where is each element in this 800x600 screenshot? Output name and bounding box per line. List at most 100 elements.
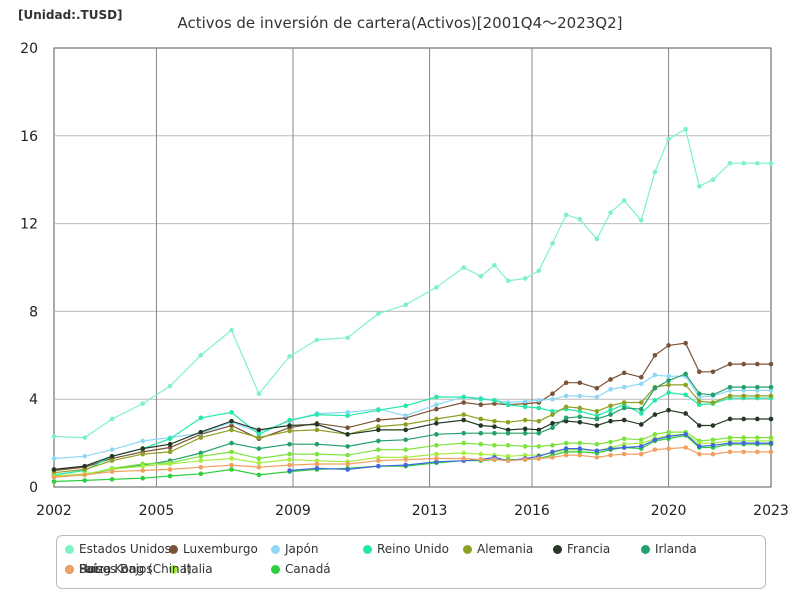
data-point: [198, 415, 204, 421]
x-tick-label: 2002: [36, 503, 72, 519]
legend-label: Canadá: [285, 562, 331, 576]
legend-marker: [463, 545, 472, 554]
data-point: [403, 413, 408, 418]
data-point: [314, 466, 320, 471]
data-point: [563, 418, 569, 424]
data-point: [376, 438, 381, 444]
data-point: [638, 381, 644, 387]
data-point: [608, 446, 613, 451]
data-point: [768, 393, 774, 399]
data-point: [198, 453, 204, 459]
data-point: [522, 426, 528, 432]
data-point: [403, 447, 408, 452]
data-point: [621, 370, 627, 376]
legend-label: Reino Unido: [377, 542, 449, 556]
data-point: [768, 435, 774, 440]
data-point: [550, 391, 555, 397]
data-point: [594, 394, 600, 400]
legend-item: Italia: [169, 562, 213, 576]
y-tick-label: 0: [29, 480, 38, 496]
data-point: [403, 403, 408, 409]
data-point: [536, 427, 542, 433]
data-point: [563, 393, 569, 399]
legend-marker: [169, 565, 178, 574]
data-point: [229, 440, 234, 446]
data-point: [403, 422, 408, 427]
x-tick-label: 2020: [651, 503, 687, 519]
data-point: [287, 428, 292, 434]
data-point: [666, 343, 671, 348]
data-point: [683, 392, 688, 398]
data-point: [478, 416, 484, 422]
data-point: [755, 435, 760, 440]
data-point: [727, 361, 733, 367]
data-point: [403, 437, 408, 443]
data-point: [594, 408, 600, 414]
chart-title: Activos de inversión de cartera(Activos)…: [177, 14, 623, 32]
legend-marker: [65, 545, 74, 554]
data-point: [51, 456, 57, 461]
data-point: [563, 415, 569, 421]
data-point: [82, 463, 88, 469]
data-point: [492, 418, 497, 424]
data-point: [666, 446, 671, 451]
legend-item: Suiza: [65, 562, 111, 576]
data-point: [82, 478, 88, 483]
data-point: [492, 397, 497, 403]
data-point: [434, 406, 439, 412]
data-point: [109, 458, 115, 463]
legend-item: Japón: [271, 542, 318, 556]
data-point: [434, 416, 439, 422]
data-point: [198, 471, 204, 477]
legend-item: Alemania: [463, 542, 533, 556]
data-point: [51, 474, 57, 480]
data-point: [461, 400, 467, 405]
data-point: [109, 447, 115, 452]
legend-marker: [271, 545, 280, 554]
series-line: [53, 374, 771, 460]
data-point: [741, 160, 746, 166]
data-point: [522, 457, 528, 462]
data-point: [505, 402, 511, 407]
data-point: [376, 407, 381, 413]
data-point: [741, 388, 746, 393]
data-point: [505, 442, 511, 448]
chart-legend: Estados Unidos Luxemburgo Japón Reino Unido…: [56, 535, 766, 589]
data-point: [638, 400, 644, 405]
x-tick-label: 2016: [514, 503, 550, 519]
data-point: [256, 456, 262, 461]
data-point: [536, 268, 542, 274]
data-point: [755, 440, 760, 446]
data-point: [683, 371, 688, 377]
data-point: [621, 400, 627, 405]
data-point: [768, 440, 774, 446]
data-point: [710, 451, 716, 457]
data-point: [345, 425, 350, 431]
data-point: [376, 458, 381, 463]
data-point: [256, 460, 262, 466]
data-point: [755, 361, 760, 367]
data-point: [652, 397, 658, 403]
data-point: [478, 451, 484, 457]
data-point: [198, 435, 204, 440]
data-point: [492, 424, 497, 429]
data-point: [608, 387, 613, 392]
data-point: [697, 369, 702, 375]
data-point: [256, 391, 262, 397]
data-point: [727, 416, 733, 422]
data-point: [741, 440, 746, 446]
data-point: [710, 392, 716, 398]
data-point: [256, 464, 262, 470]
data-point: [287, 462, 292, 468]
data-point: [376, 463, 381, 469]
series-line: [53, 446, 771, 478]
data-point: [621, 417, 627, 423]
data-point: [229, 423, 234, 428]
data-point: [666, 382, 671, 388]
legend-item: Luxemburgo: [169, 542, 258, 556]
data-point: [345, 467, 350, 472]
legend-label: Luxemburgo: [183, 542, 258, 556]
data-point: [594, 236, 600, 242]
data-point: [492, 401, 497, 406]
data-point: [229, 410, 234, 415]
